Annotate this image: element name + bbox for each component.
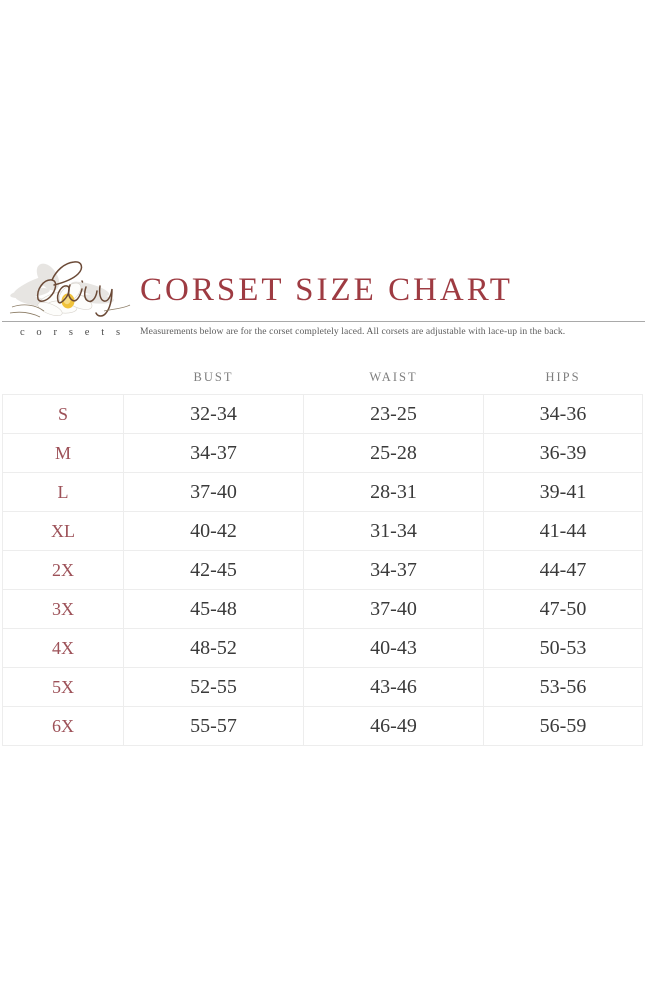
bust-value: 52-55 <box>123 667 304 707</box>
size-label: XL <box>2 511 124 551</box>
waist-value: 28-31 <box>303 472 484 512</box>
table-row: 2X 42-45 34-37 44-47 <box>2 550 643 590</box>
size-label: M <box>2 433 124 473</box>
hips-value: 47-50 <box>483 589 643 629</box>
table-body: S 32-34 23-25 34-36 M 34-37 25-28 36-39 … <box>2 394 643 746</box>
table-row: M 34-37 25-28 36-39 <box>2 433 643 473</box>
size-label: 6X <box>2 706 124 746</box>
hips-value: 50-53 <box>483 628 643 668</box>
column-header-hips: HIPS <box>483 360 643 395</box>
hips-value: 41-44 <box>483 511 643 551</box>
table-row: 6X 55-57 46-49 56-59 <box>2 706 643 746</box>
column-header-size <box>2 360 124 395</box>
brand-logo: c o r s e t s <box>4 255 136 350</box>
bust-value: 32-34 <box>123 394 304 434</box>
hips-value: 34-36 <box>483 394 643 434</box>
bust-value: 55-57 <box>123 706 304 746</box>
size-label: S <box>2 394 124 434</box>
size-label: 5X <box>2 667 124 707</box>
hips-value: 44-47 <box>483 550 643 590</box>
table-row: 3X 45-48 37-40 47-50 <box>2 589 643 629</box>
table-row: 4X 48-52 40-43 50-53 <box>2 628 643 668</box>
page-title: CORSET SIZE CHART <box>140 272 513 308</box>
size-label: 3X <box>2 589 124 629</box>
daisy-flower-icon <box>9 261 131 318</box>
chart-subtitle: Measurements below are for the corset co… <box>140 326 566 337</box>
header-divider <box>2 321 645 322</box>
hips-value: 56-59 <box>483 706 643 746</box>
column-header-waist: WAIST <box>303 360 484 395</box>
waist-value: 40-43 <box>303 628 484 668</box>
table-row: S 32-34 23-25 34-36 <box>2 394 643 434</box>
bust-value: 42-45 <box>123 550 304 590</box>
chart-header: c o r s e t s CORSET SIZE CHART Measurem… <box>0 255 666 350</box>
column-header-bust: BUST <box>123 360 304 395</box>
size-label: L <box>2 472 124 512</box>
table-row: L 37-40 28-31 39-41 <box>2 472 643 512</box>
bust-value: 34-37 <box>123 433 304 473</box>
size-chart-table-wrapper: BUST WAIST HIPS S 32-34 23-25 34-36 M 34… <box>2 360 643 746</box>
waist-value: 25-28 <box>303 433 484 473</box>
size-label: 4X <box>2 628 124 668</box>
waist-value: 43-46 <box>303 667 484 707</box>
size-label: 2X <box>2 550 124 590</box>
hips-value: 53-56 <box>483 667 643 707</box>
waist-value: 37-40 <box>303 589 484 629</box>
waist-value: 31-34 <box>303 511 484 551</box>
size-chart-table: BUST WAIST HIPS S 32-34 23-25 34-36 M 34… <box>2 360 643 746</box>
bust-value: 48-52 <box>123 628 304 668</box>
waist-value: 46-49 <box>303 706 484 746</box>
bust-value: 37-40 <box>123 472 304 512</box>
table-row: 5X 52-55 43-46 53-56 <box>2 667 643 707</box>
table-row: XL 40-42 31-34 41-44 <box>2 511 643 551</box>
hips-value: 39-41 <box>483 472 643 512</box>
bust-value: 45-48 <box>123 589 304 629</box>
hips-value: 36-39 <box>483 433 643 473</box>
waist-value: 34-37 <box>303 550 484 590</box>
table-header-row: BUST WAIST HIPS <box>2 360 643 395</box>
bust-value: 40-42 <box>123 511 304 551</box>
brand-subname: c o r s e t s <box>19 327 125 338</box>
waist-value: 23-25 <box>303 394 484 434</box>
